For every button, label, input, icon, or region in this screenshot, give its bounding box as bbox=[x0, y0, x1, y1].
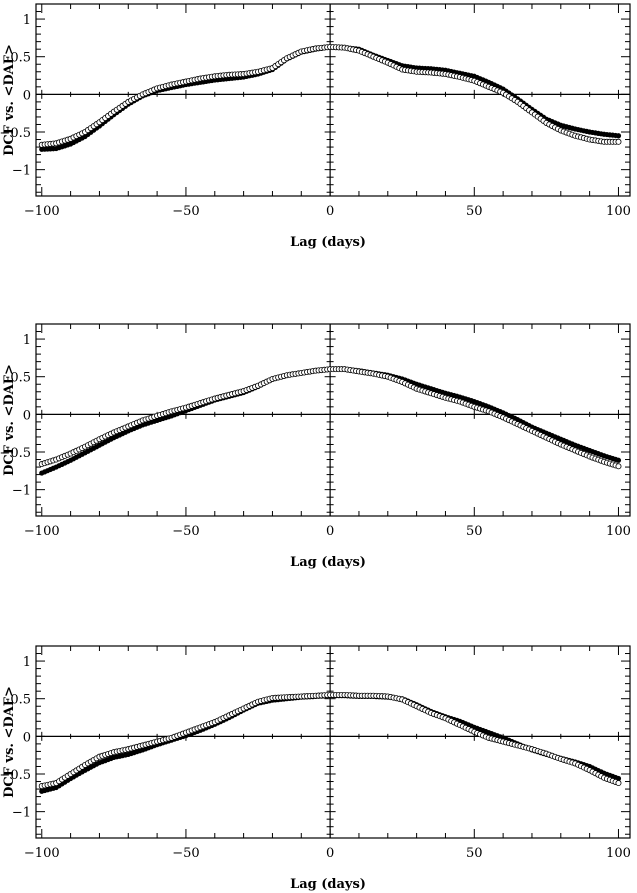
x-tick-label: 50 bbox=[466, 524, 483, 539]
y-tick-label: 0 bbox=[23, 730, 31, 745]
series-open bbox=[38, 366, 622, 470]
x-tick-label: −50 bbox=[172, 524, 199, 539]
y-tick-label: −0.5 bbox=[0, 768, 31, 783]
x-tick-label: −100 bbox=[24, 846, 60, 861]
plot-frame bbox=[35, 3, 631, 197]
x-tick-label: 50 bbox=[466, 846, 483, 861]
plot-frame bbox=[35, 645, 631, 839]
x-tick-label: 0 bbox=[326, 846, 334, 861]
x-tick-label: −100 bbox=[24, 524, 60, 539]
y-tick-label: 1 bbox=[23, 13, 31, 28]
y-tick-label: −1 bbox=[12, 164, 31, 179]
open-point bbox=[615, 780, 622, 787]
y-tick-label: −0.5 bbox=[0, 446, 31, 461]
y-tick-label: 0 bbox=[23, 88, 31, 103]
y-axis-title: DCF vs. <DAF> bbox=[2, 44, 17, 156]
y-tick-label: 1 bbox=[23, 655, 31, 670]
open-point bbox=[615, 463, 622, 470]
x-tick-label: 0 bbox=[326, 524, 334, 539]
chart-panel-2: −100 −50 0 50 100 −1 −0.5 0 0.5 1 Lag (days) DCF vs… bbox=[0, 323, 631, 570]
x-axis-title: Lag (days) bbox=[290, 235, 366, 250]
y-tick-label: 0.5 bbox=[10, 51, 31, 66]
y-tick-label: 0.5 bbox=[10, 693, 31, 708]
chart-panel-3: −100 −50 0 50 100 −1 −0.5 0 0.5 1 Lag (days) DCF vs… bbox=[0, 645, 631, 892]
x-axis-title: Lag (days) bbox=[290, 877, 366, 892]
y-tick-label: −0.5 bbox=[0, 126, 31, 141]
x-tick-label: 100 bbox=[606, 204, 631, 219]
y-axis-title: DCF vs. <DAF> bbox=[2, 364, 17, 476]
y-tick-label: 1 bbox=[23, 333, 31, 348]
x-tick-label: −50 bbox=[172, 204, 199, 219]
series-open bbox=[38, 691, 622, 790]
x-axis-title: Lag (days) bbox=[290, 555, 366, 570]
series-open bbox=[38, 43, 622, 148]
filled-point bbox=[615, 133, 622, 139]
x-tick-label: 100 bbox=[606, 524, 631, 539]
y-tick-label: −1 bbox=[12, 806, 31, 821]
plot-frame bbox=[35, 323, 631, 517]
x-tick-label: 50 bbox=[466, 204, 483, 219]
x-tick-label: 100 bbox=[606, 846, 631, 861]
y-tick-label: 0 bbox=[23, 408, 31, 423]
open-point bbox=[615, 138, 622, 145]
x-tick-label: 0 bbox=[326, 204, 334, 219]
y-tick-label: −1 bbox=[12, 484, 31, 499]
filled-point bbox=[615, 457, 622, 463]
y-tick-label: 0.5 bbox=[10, 371, 31, 386]
y-axis-title: DCF vs. <DAF> bbox=[2, 686, 17, 798]
chart-panel-1: −100 −50 0 50 100 −1 −0.5 0 0.5 1 Lag (days) DCF vs… bbox=[0, 3, 631, 250]
x-tick-label: −100 bbox=[24, 204, 60, 219]
x-tick-label: −50 bbox=[172, 846, 199, 861]
